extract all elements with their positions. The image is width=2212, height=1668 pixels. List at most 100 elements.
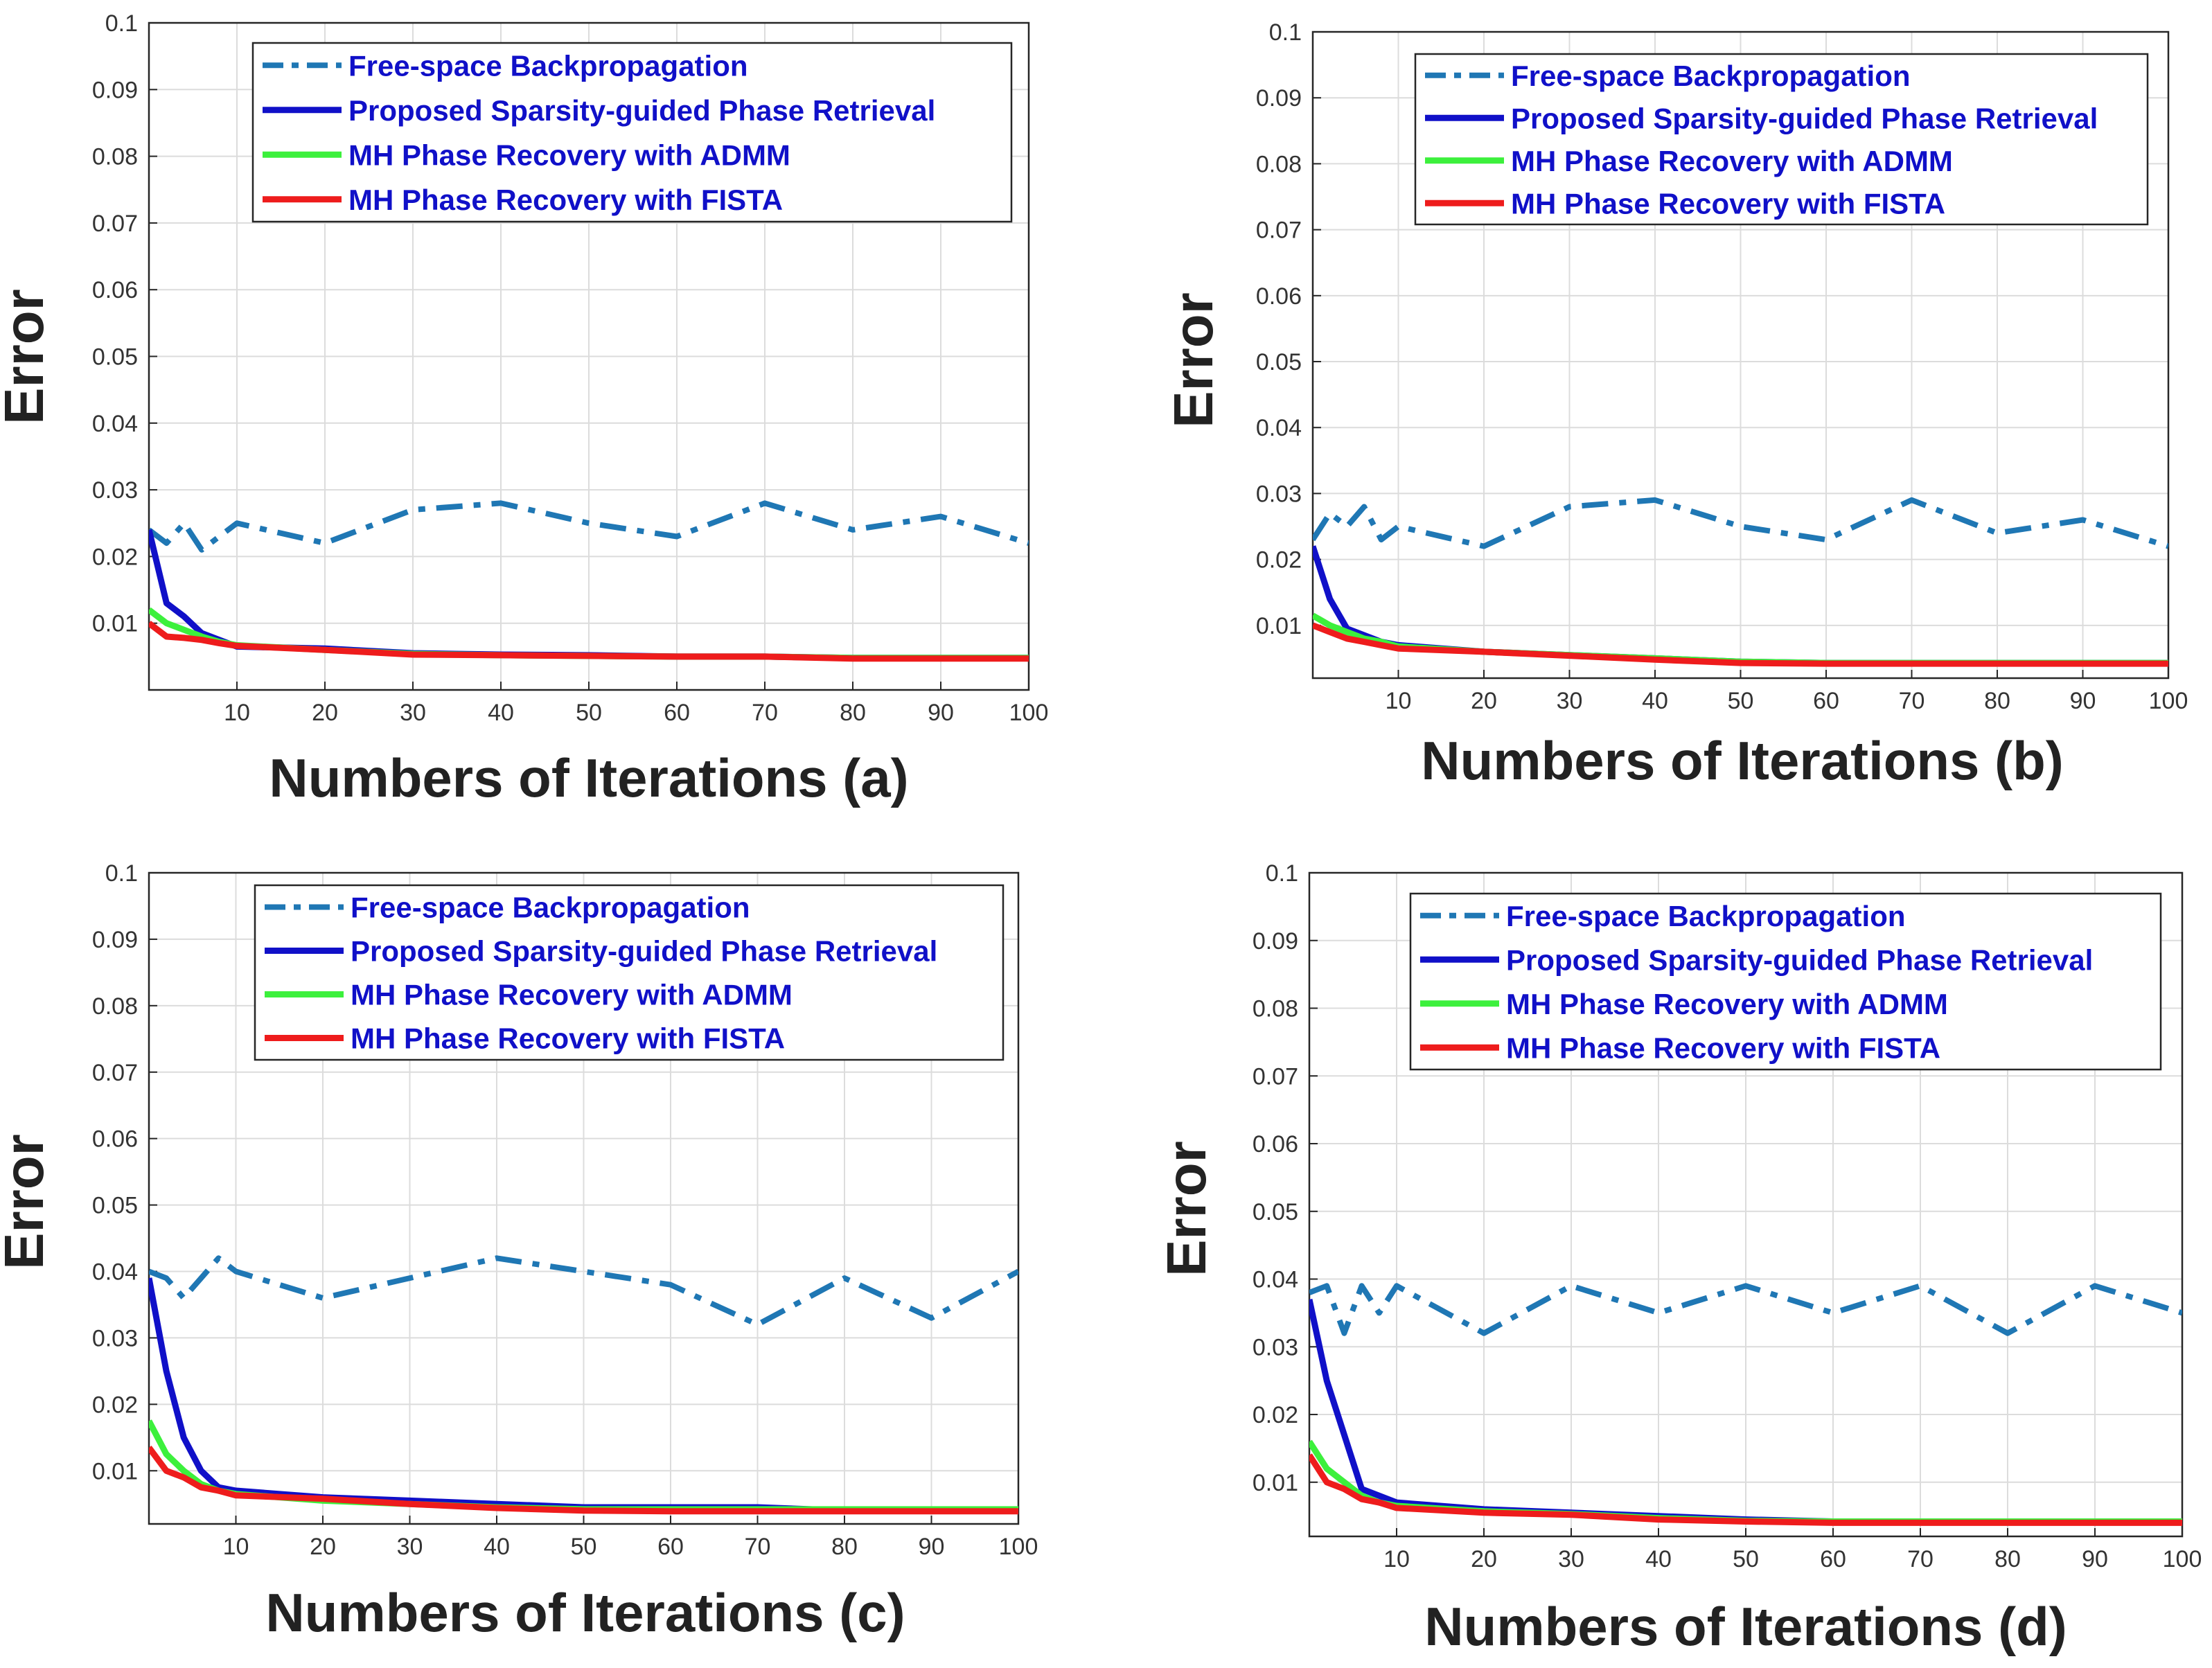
y-tick-label: 0.1 — [105, 10, 138, 37]
legend-a: Free-space Backpropagation Proposed Spars… — [251, 42, 1013, 223]
y-tick-label: 0.03 — [1256, 481, 1302, 507]
y-tick-label: 0.03 — [92, 477, 138, 504]
y-tick-label: 0.05 — [1253, 1199, 1298, 1225]
x-tick-label: 60 — [657, 1534, 684, 1560]
y-tick-label: 0.07 — [1256, 218, 1302, 244]
legend-label-admm: MH Phase Recovery with ADMM — [348, 139, 790, 171]
x-tick-label: 80 — [1994, 1546, 2021, 1572]
x-tick-label: 40 — [1642, 688, 1668, 714]
y-tick-label: 0.09 — [92, 77, 138, 103]
legend-b: Free-space Backpropagation Proposed Spars… — [1414, 53, 2149, 226]
y-tick-label: 0.08 — [92, 144, 138, 170]
x-tick-label: 70 — [1899, 688, 1925, 714]
x-tick-label: 100 — [2163, 1546, 2202, 1572]
x-tick-label: 60 — [664, 700, 690, 726]
series-line-free-space-b — [1313, 497, 2168, 549]
x-tick-label: 70 — [745, 1534, 771, 1560]
x-tick-label: 40 — [484, 1534, 510, 1560]
x-tick-label: 50 — [1733, 1546, 1759, 1572]
x-tick-label: 90 — [928, 700, 954, 726]
y-tick-label: 0.03 — [1253, 1334, 1298, 1360]
x-tick-label: 30 — [400, 700, 426, 726]
legend-box — [1409, 892, 2162, 1071]
x-tick-label: 10 — [224, 700, 250, 726]
y-tick-label: 0.08 — [92, 993, 138, 1020]
y-tick-label: 0.01 — [92, 611, 138, 637]
x-tick-label: 20 — [1471, 1546, 1497, 1572]
x-tick-label: 100 — [2149, 688, 2188, 714]
legend-label-admm: MH Phase Recovery with ADMM — [351, 979, 793, 1011]
x-tick-label: 50 — [1728, 688, 1754, 714]
y-tick-label: 0.05 — [92, 344, 138, 371]
y-tick-label: 0.04 — [1253, 1267, 1298, 1293]
y-tick-label: 0.08 — [1253, 996, 1298, 1022]
y-tick-label: 0.1 — [105, 860, 138, 887]
y-tick-label: 0.06 — [1253, 1131, 1298, 1157]
x-axis-title-a: Numbers of Iterations (a) — [269, 747, 908, 808]
y-tick-label: 0.09 — [1253, 928, 1298, 955]
y-tick-label: 0.04 — [1256, 415, 1302, 441]
legend-label-free-space: Free-space Backpropagation — [351, 891, 750, 924]
panel-d: 10 20 30 40 50 60 70 80 90 100 0.01 0.02 0.03 0.04 0.0… — [1156, 860, 2202, 1657]
legend-label-proposed: Proposed Sparsity-guided Phase Retrieval — [348, 94, 935, 127]
legend-label-proposed: Proposed Sparsity-guided Phase Retrieval — [1506, 943, 2093, 976]
y-tick-label: 0.05 — [1256, 349, 1302, 375]
y-tick-label: 0.09 — [92, 927, 138, 953]
series-line-fista-a — [149, 621, 1029, 662]
y-tick-label: 0.1 — [1266, 860, 1298, 887]
y-tick-label: 0.05 — [92, 1193, 138, 1219]
x-axis-title-d: Numbers of Iterations (d) — [1424, 1596, 2067, 1657]
y-tick-label: 0.04 — [92, 411, 138, 437]
x-tick-label: 30 — [1557, 688, 1583, 714]
x-tick-label: 100 — [999, 1534, 1038, 1560]
x-tick-label: 100 — [1009, 700, 1049, 726]
y-tick-label: 0.02 — [1256, 547, 1302, 574]
legend-label-free-space: Free-space Backpropagation — [1506, 900, 1906, 932]
y-tick-label: 0.03 — [92, 1325, 138, 1351]
series-line-free-space-d — [1309, 1283, 2182, 1336]
x-tick-label: 10 — [1386, 688, 1412, 714]
x-tick-label: 90 — [2082, 1546, 2108, 1572]
legend-label-fista: MH Phase Recovery with FISTA — [351, 1022, 785, 1055]
y-tick-label: 0.04 — [92, 1259, 138, 1286]
series-line-fista-b — [1313, 622, 2168, 667]
x-tick-label: 20 — [312, 700, 338, 726]
y-tick-label: 0.06 — [92, 1126, 138, 1153]
x-tick-label: 50 — [576, 700, 602, 726]
y-tick-label: 0.01 — [1256, 613, 1302, 639]
legend-label-fista: MH Phase Recovery with FISTA — [348, 184, 783, 216]
x-tick-label: 70 — [1907, 1546, 1934, 1572]
legend-c: Free-space Backpropagation Proposed Spars… — [254, 884, 1005, 1061]
x-tick-label: 90 — [2070, 688, 2096, 714]
panel-a: 10 20 30 40 50 60 70 80 90 100 0.01 0.02 0.03 0.04 0.0… — [0, 10, 1048, 808]
x-tick-label: 10 — [223, 1534, 249, 1560]
y-tick-label: 0.02 — [1253, 1402, 1298, 1428]
y-tick-label: 0.1 — [1269, 19, 1302, 46]
series-line-free-space-a — [149, 500, 1029, 553]
y-tick-label: 0.07 — [92, 211, 138, 237]
x-tick-label: 60 — [1813, 688, 1839, 714]
x-tick-label: 70 — [752, 700, 778, 726]
x-tick-label: 80 — [831, 1534, 858, 1560]
legend-label-fista: MH Phase Recovery with FISTA — [1506, 1031, 1940, 1064]
legend-label-admm: MH Phase Recovery with ADMM — [1506, 988, 1948, 1020]
legend-label-proposed: Proposed Sparsity-guided Phase Retrieval — [1511, 102, 2098, 134]
series-line-fista-c — [149, 1446, 1018, 1515]
x-axis-title-c: Numbers of Iterations (c) — [265, 1582, 905, 1643]
y-axis-title-b: Error — [1162, 292, 1224, 428]
series-line-free-space-c — [149, 1255, 1018, 1328]
x-tick-label: 80 — [1984, 688, 2010, 714]
y-tick-label: 0.07 — [1253, 1063, 1298, 1090]
y-tick-label: 0.09 — [1256, 85, 1302, 112]
x-axis-title-b: Numbers of Iterations (b) — [1421, 730, 2063, 791]
legend-label-free-space: Free-space Backpropagation — [1511, 60, 1911, 92]
legend-label-admm: MH Phase Recovery with ADMM — [1511, 145, 1953, 177]
y-tick-label: 0.07 — [92, 1060, 138, 1086]
y-axis-title-a: Error — [0, 289, 55, 425]
legend-box — [254, 884, 1005, 1061]
x-tick-label: 50 — [571, 1534, 597, 1560]
y-tick-label: 0.01 — [1253, 1470, 1298, 1496]
legend-box — [1414, 53, 2149, 226]
panel-c: 10 20 30 40 50 60 70 80 90 100 0.01 0.02 0.03 0.04 0.0… — [0, 860, 1038, 1643]
